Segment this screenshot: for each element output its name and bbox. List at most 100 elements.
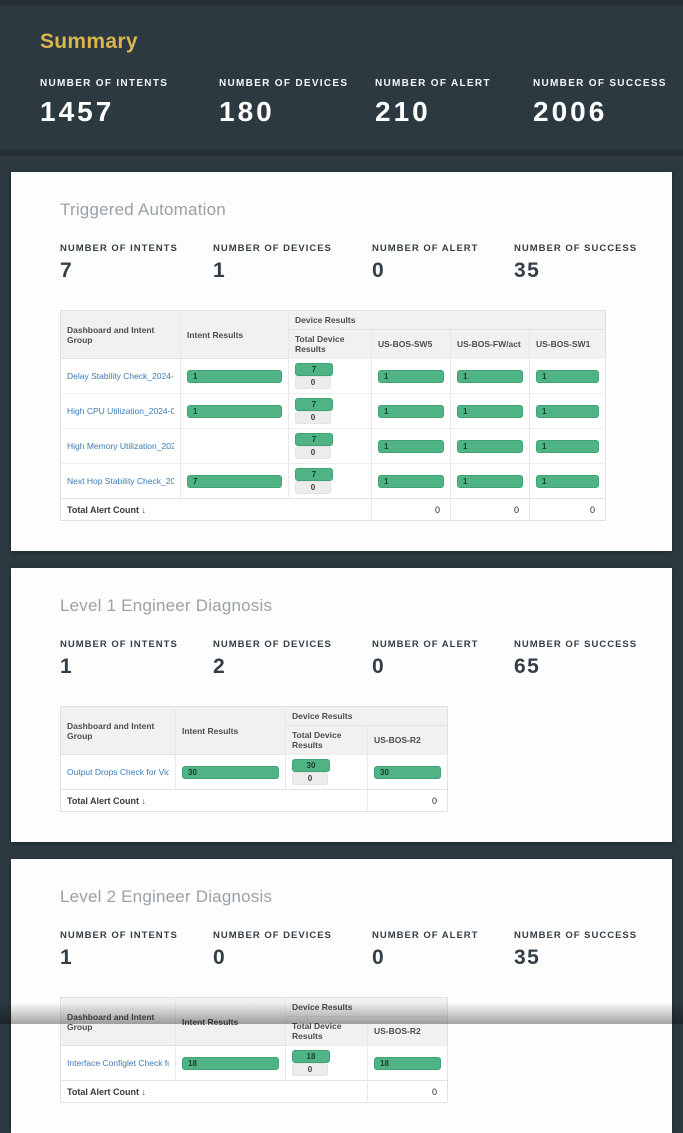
stat-value: 2006: [533, 96, 608, 127]
device-result-bar: 1: [536, 404, 600, 418]
device-result-bar: 30: [374, 765, 442, 779]
alert-count-value: 0: [529, 498, 606, 521]
fail-count-pill: 0: [292, 772, 328, 785]
stat-number-of-alert: NUMBER OF ALERT 210: [375, 78, 533, 128]
device-result-bar: 1: [536, 474, 600, 488]
device-result-bar: 1: [378, 369, 444, 383]
stat-value: 180: [219, 96, 275, 127]
stat-label: NUMBER OF INTENTS: [40, 78, 169, 89]
column-header-total-device-results: Total Device Results: [288, 329, 372, 359]
stat-number-of-success: NUMBER OF SUCCESS 65: [514, 639, 637, 679]
intent-link[interactable]: High CPU Utilization_2024-01-1...: [67, 406, 174, 416]
stat-number-of-success: NUMBER OF SUCCESS 2006: [533, 78, 667, 128]
stat-value: 0: [372, 259, 386, 282]
table-row: Output Drops Check for Video ... 30 300 …: [60, 754, 448, 790]
pass-count-pill: 7: [295, 468, 333, 481]
table-footer-row: Total Alert Count ↓ 0 0 0: [60, 498, 606, 521]
summary-title: Summary: [40, 30, 138, 53]
summary-section: Summary NUMBER OF INTENTS 1457 NUMBER OF…: [0, 0, 683, 172]
top-edge-shade: [0, 0, 683, 6]
device-result-bar: 1: [457, 369, 523, 383]
stat-number-of-intents: NUMBER OF INTENTS 7: [60, 243, 213, 283]
alert-count-value: 0: [371, 498, 451, 521]
stat-number-of-devices: NUMBER OF DEVICES 0: [213, 930, 372, 970]
total-alert-count-sort[interactable]: Total Alert Count ↓: [60, 1080, 368, 1103]
stat-number-of-intents: NUMBER OF INTENTS 1457: [40, 78, 219, 128]
fail-count-pill: 0: [295, 411, 331, 424]
summary-divider-shade: [0, 150, 683, 156]
fail-count-pill: 0: [292, 1063, 328, 1076]
pass-count-pill: 7: [295, 363, 333, 376]
sort-descending-icon: ↓: [141, 504, 147, 515]
card-title: Level 1 Engineer Diagnosis: [60, 596, 273, 615]
summary-stats: NUMBER OF INTENTS 1457 NUMBER OF DEVICES…: [40, 78, 665, 128]
stat-number-of-intents: NUMBER OF INTENTS 1: [60, 930, 213, 970]
stat-label: NUMBER OF SUCCESS: [514, 639, 638, 650]
intent-link[interactable]: Interface Configlet Check for vi...: [67, 1058, 169, 1068]
fail-count-pill: 0: [295, 481, 331, 494]
table-row: Next Hop Stability Check_2024-... 7 70 1…: [60, 463, 606, 499]
fail-count-pill: 0: [295, 446, 331, 459]
sort-descending-icon: ↓: [141, 1086, 147, 1097]
table-footer-row: Total Alert Count ↓ 0: [60, 1080, 448, 1103]
device-result-bar: 18: [374, 1056, 442, 1070]
sort-descending-icon: ↓: [141, 795, 147, 806]
intent-link[interactable]: High Memory Utilization_2024-...: [67, 441, 174, 451]
stat-number-of-intents: NUMBER OF INTENTS 1: [60, 639, 213, 679]
device-result-bar: 1: [536, 369, 600, 383]
stat-number-of-devices: NUMBER OF DEVICES 2: [213, 639, 372, 679]
card-stats: NUMBER OF INTENTS 1 NUMBER OF DEVICES 0 …: [60, 930, 636, 970]
stat-value: 35: [514, 946, 541, 969]
stat-number-of-success: NUMBER OF SUCCESS 35: [514, 243, 637, 283]
stat-label: NUMBER OF DEVICES: [213, 243, 332, 254]
card-title: Level 2 Engineer Diagnosis: [60, 887, 273, 906]
stat-number-of-devices: NUMBER OF DEVICES 1: [213, 243, 372, 283]
intent-link[interactable]: Next Hop Stability Check_2024-...: [67, 476, 174, 486]
alert-count-value: 0: [450, 498, 530, 521]
device-result-bar: 1: [457, 474, 523, 488]
intent-link[interactable]: Output Drops Check for Video ...: [67, 767, 169, 777]
table-row: Interface Configlet Check for vi... 18 1…: [60, 1045, 448, 1081]
level1-diagnosis-table: Dashboard and Intent Group Intent Result…: [60, 706, 449, 812]
total-alert-count-sort[interactable]: Total Alert Count ↓: [60, 789, 368, 812]
stat-label: NUMBER OF ALERT: [372, 639, 479, 650]
column-group-device-results: Device Results: [285, 706, 448, 726]
stat-value: 0: [213, 946, 227, 969]
card-stats: NUMBER OF INTENTS 1 NUMBER OF DEVICES 2 …: [60, 639, 636, 679]
column-header-intent-results: Intent Results: [180, 310, 289, 359]
total-alert-count-sort[interactable]: Total Alert Count ↓: [60, 498, 372, 521]
fail-count-pill: 0: [295, 376, 331, 389]
stat-label: NUMBER OF DEVICES: [213, 639, 332, 650]
stat-value: 1457: [40, 96, 115, 127]
column-header-device: US-BOS-FW/act: [450, 329, 530, 359]
level2-engineer-diagnosis-card: Level 2 Engineer Diagnosis NUMBER OF INT…: [11, 859, 672, 1133]
column-header-total-device-results: Total Device Results: [285, 725, 368, 755]
column-header-intent-results: Intent Results: [175, 706, 286, 755]
intent-result-bar: 30: [182, 765, 279, 779]
column-group-device-results: Device Results: [285, 997, 448, 1017]
table-row: High CPU Utilization_2024-01-1... 1 70 1…: [60, 393, 606, 429]
device-result-bar: 1: [536, 439, 600, 453]
stat-label: NUMBER OF SUCCESS: [514, 243, 638, 254]
intent-link[interactable]: Delay Stability Check_2024-01-1...: [67, 371, 174, 381]
stat-label: NUMBER OF INTENTS: [60, 243, 178, 254]
stat-value: 1: [60, 655, 74, 678]
stat-value: 35: [514, 259, 541, 282]
device-result-bar: 1: [378, 474, 444, 488]
intent-result-bar: 7: [187, 474, 282, 488]
column-header-device: US-BOS-SW5: [371, 329, 451, 359]
stat-label: NUMBER OF DEVICES: [219, 78, 349, 89]
stat-label: NUMBER OF ALERT: [375, 78, 491, 89]
stat-value: 2: [213, 655, 227, 678]
alert-count-value: 0: [367, 1080, 448, 1103]
device-result-bar: 1: [457, 404, 523, 418]
stat-value: 1: [213, 259, 227, 282]
stat-number-of-alert: NUMBER OF ALERT 0: [372, 243, 514, 283]
table-footer-row: Total Alert Count ↓ 0: [60, 789, 448, 812]
level1-engineer-diagnosis-card: Level 1 Engineer Diagnosis NUMBER OF INT…: [11, 568, 672, 842]
stat-value: 1: [60, 946, 74, 969]
stat-number-of-alert: NUMBER OF ALERT 0: [372, 930, 514, 970]
stat-label: NUMBER OF INTENTS: [60, 930, 178, 941]
stat-label: NUMBER OF INTENTS: [60, 639, 178, 650]
pass-count-pill: 7: [295, 398, 333, 411]
